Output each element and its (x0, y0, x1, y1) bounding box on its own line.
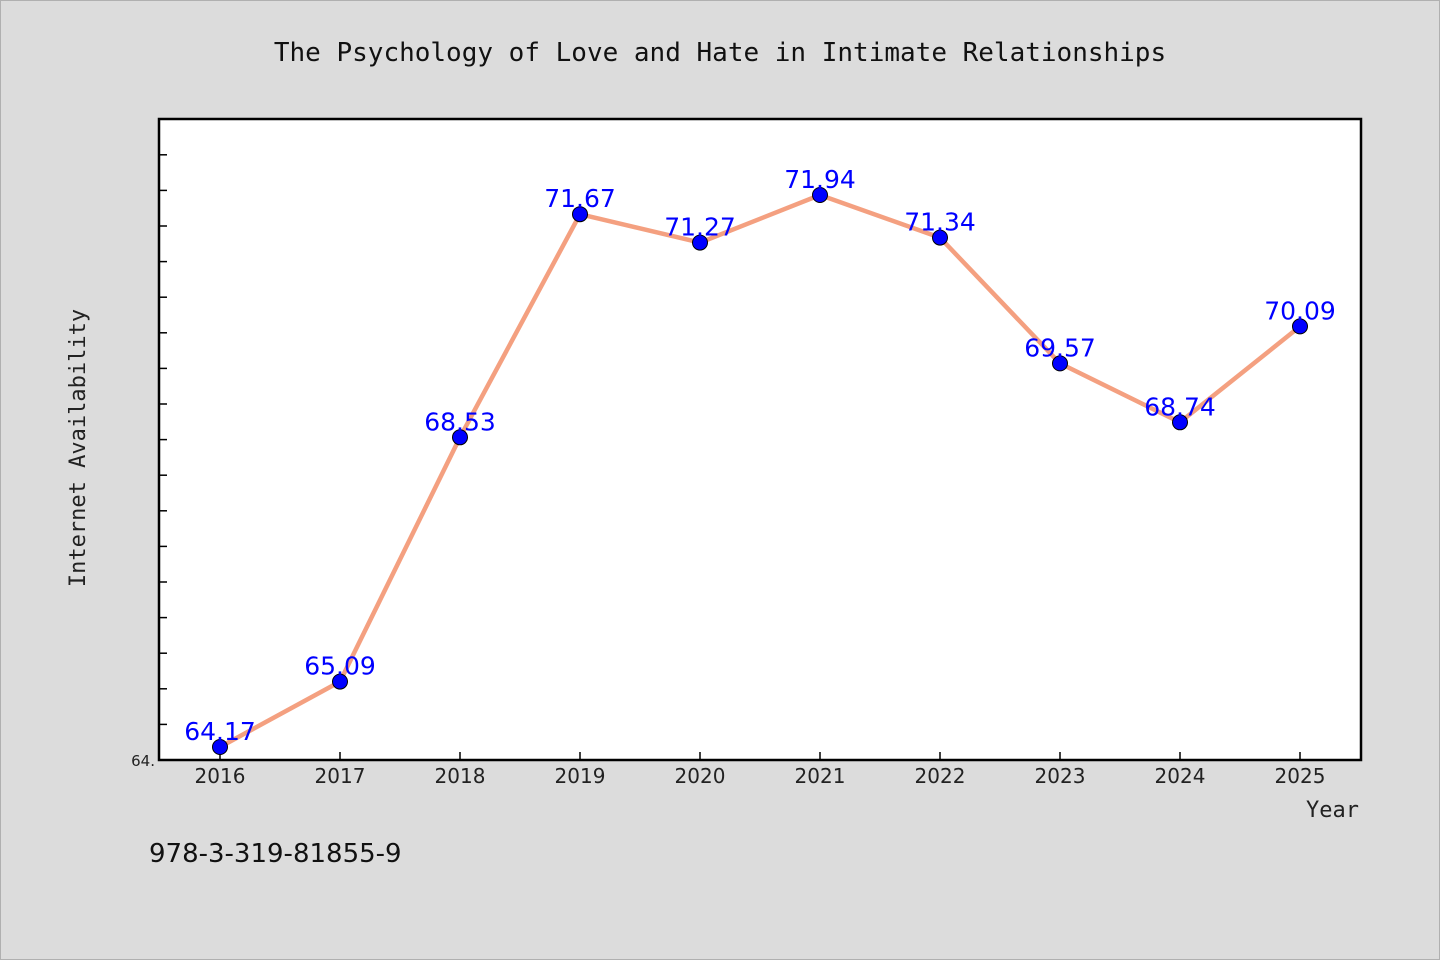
data-label: 70.09 (1264, 296, 1336, 325)
x-tick-label: 2022 (915, 764, 966, 788)
data-label: 68.53 (424, 407, 496, 436)
data-point (572, 206, 588, 223)
data-label: 69.57 (1024, 333, 1096, 362)
x-tick-label: 2021 (795, 764, 846, 788)
data-label: 71.34 (904, 208, 976, 237)
x-tick-label: 2023 (1035, 764, 1086, 788)
data-point (932, 229, 948, 246)
x-tick-label: 2024 (1155, 764, 1206, 788)
data-point (332, 673, 348, 690)
x-tick-label: 2025 (1275, 764, 1326, 788)
x-tick-label: 2020 (675, 764, 726, 788)
data-point (812, 187, 828, 203)
isbn-footer: 978-3-319-81855-9 (149, 839, 402, 869)
x-axis-tick-labels: 2016 2017 2018 2019 2020 2021 2022 2023 2024 2025 (195, 764, 1326, 788)
data-labels: 64.17 65.09 68.53 71.67 71.27 71.94 71.34 69.57… (184, 165, 1336, 746)
x-tick-label: 2018 (435, 764, 486, 788)
series-internet-availability: 64.17 65.09 68.53 71.67 71.27 71.94 71.34 69.57… (184, 165, 1336, 755)
series-line (217, 192, 1303, 750)
x-tick-label: 2019 (555, 764, 606, 788)
data-label: 71.27 (664, 213, 736, 242)
y-axis-title: Internet Availability (66, 309, 91, 587)
y-axis-ticks (159, 154, 167, 726)
data-point (692, 234, 708, 251)
x-axis-title: Year (1306, 798, 1359, 823)
data-label: 65.09 (304, 652, 376, 681)
data-label: 64.17 (184, 717, 256, 746)
chart-title: The Psychology of Love and Hate in Intim… (274, 38, 1166, 68)
data-label: 68.74 (1144, 392, 1216, 421)
x-axis-ticks (219, 752, 1301, 760)
x-tick-label: 2017 (315, 764, 366, 788)
data-point (1052, 355, 1068, 372)
data-point (452, 429, 468, 446)
data-point (1292, 318, 1308, 335)
x-tick-label: 2016 (195, 764, 246, 788)
data-point (1172, 414, 1188, 431)
data-label: 71.94 (784, 165, 856, 194)
series-markers (212, 187, 1308, 755)
y-axis-min-label: 64. (131, 752, 155, 770)
plot-area (157, 117, 1363, 762)
data-point (212, 739, 228, 755)
data-label: 71.67 (544, 184, 616, 213)
